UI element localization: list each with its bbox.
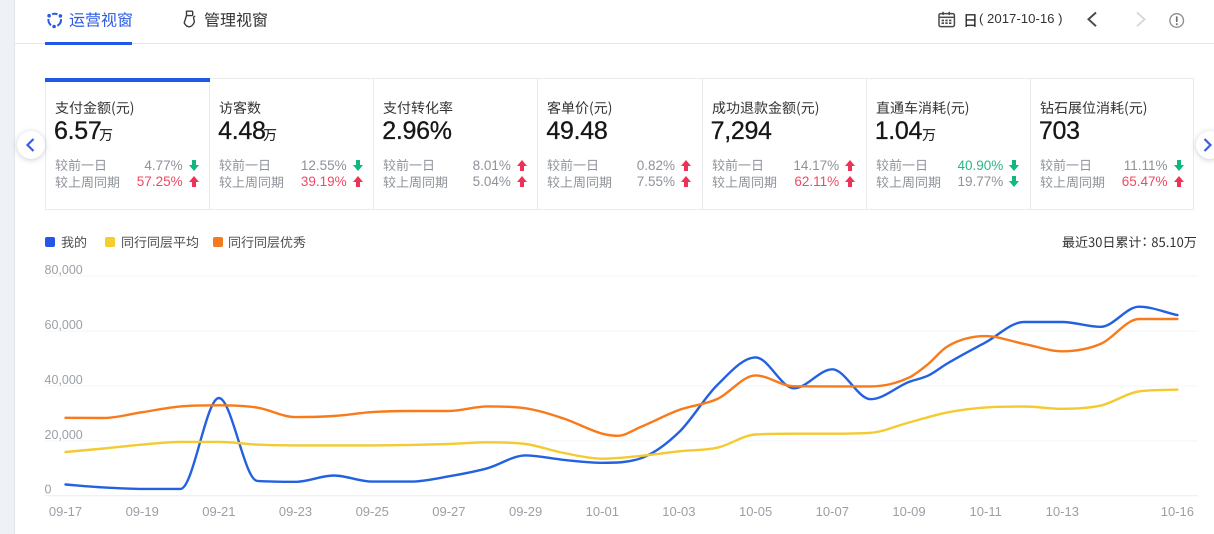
svg-text:10-11: 10-11: [970, 504, 1002, 519]
svg-text:10-07: 10-07: [816, 504, 849, 519]
svg-text:60,000: 60,000: [45, 318, 83, 332]
svg-text:10-09: 10-09: [892, 504, 925, 519]
svg-text:20,000: 20,000: [45, 428, 83, 442]
svg-text:09-23: 09-23: [279, 504, 312, 519]
svg-text:09-19: 09-19: [126, 504, 159, 519]
svg-text:09-21: 09-21: [202, 504, 235, 519]
svg-text:10-01: 10-01: [586, 504, 619, 519]
svg-text:0: 0: [45, 483, 52, 497]
svg-text:09-25: 09-25: [356, 504, 389, 519]
svg-text:10-03: 10-03: [662, 504, 695, 519]
svg-text:10-16: 10-16: [1161, 504, 1194, 519]
svg-text:40,000: 40,000: [45, 373, 83, 387]
svg-text:80,000: 80,000: [45, 263, 83, 277]
svg-text:09-17: 09-17: [49, 504, 82, 519]
svg-text:09-29: 09-29: [509, 504, 542, 519]
svg-text:09-27: 09-27: [432, 504, 465, 519]
svg-text:10-13: 10-13: [1046, 504, 1079, 519]
svg-text:10-05: 10-05: [739, 504, 772, 519]
